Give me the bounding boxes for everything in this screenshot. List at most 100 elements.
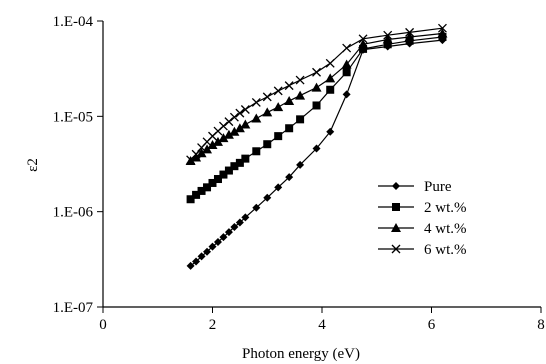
data-point (229, 112, 239, 122)
data-point (311, 82, 322, 92)
data-point (359, 44, 368, 53)
x-marker-stroke (235, 108, 245, 118)
data-point (203, 183, 212, 192)
data-point (342, 68, 351, 77)
data-point (235, 218, 244, 227)
data-point (325, 73, 336, 83)
data-point (241, 213, 250, 222)
data-point (240, 119, 251, 129)
data-point (229, 126, 240, 136)
data-point (240, 105, 250, 114)
data-point (230, 223, 239, 232)
legend-item: Pure (378, 179, 452, 195)
legend-item: 4 wt.% (378, 221, 467, 237)
y-tick-label: 1.E-06 (53, 205, 94, 221)
x-marker-stroke (295, 75, 305, 85)
data-point (382, 34, 393, 44)
data-point (212, 136, 223, 146)
data-point (186, 261, 195, 270)
x-marker-stroke (342, 43, 352, 53)
plot-area (185, 23, 448, 270)
legend-item: 6 wt.% (378, 242, 467, 258)
series-3 (185, 28, 448, 165)
data-point (196, 148, 207, 158)
y-tick-label: 1.E-07 (53, 300, 94, 316)
data-point (342, 90, 351, 99)
data-point (263, 193, 272, 202)
x-tick-label: 4 (318, 317, 326, 333)
data-point (197, 186, 206, 195)
series-line (190, 32, 443, 162)
data-point (358, 39, 369, 49)
data-point (224, 228, 233, 237)
x-axis-label: Photon energy (eV) (242, 346, 360, 362)
data-point (285, 173, 294, 182)
data-point (284, 81, 294, 91)
data-point (203, 247, 212, 256)
data-point (208, 178, 217, 187)
series-1 (186, 36, 447, 270)
data-point (252, 203, 261, 212)
data-point (197, 252, 206, 261)
data-point (191, 152, 202, 162)
x-marker-stroke (224, 117, 234, 127)
x-marker-stroke (405, 27, 415, 37)
x-marker-stroke (358, 34, 368, 44)
legend-label: 6 wt.% (424, 242, 467, 258)
data-point (235, 108, 245, 118)
data-point (342, 43, 352, 53)
data-point (241, 154, 250, 163)
data-point (437, 23, 447, 33)
legend-marker (391, 244, 401, 254)
data-point (230, 162, 239, 171)
data-point (296, 115, 305, 124)
legend-marker (391, 223, 401, 232)
legend-label: 2 wt.% (424, 200, 467, 216)
data-point (341, 59, 352, 69)
series-line (190, 27, 443, 161)
data-point (262, 92, 272, 102)
data-point (312, 101, 321, 110)
data-point (223, 129, 234, 139)
data-point (213, 238, 222, 247)
data-point (224, 166, 233, 175)
x-marker-stroke (325, 58, 335, 68)
x-tick-label: 6 (428, 317, 436, 333)
data-point (263, 140, 272, 149)
x-marker-stroke (273, 86, 283, 96)
data-point (192, 190, 201, 199)
data-point (284, 95, 295, 105)
legend-item: 2 wt.% (378, 200, 467, 216)
data-point (234, 123, 245, 133)
data-point (273, 102, 284, 112)
data-point (274, 183, 283, 192)
data-point (218, 133, 229, 143)
x-tick-label: 2 (209, 317, 217, 333)
legend-marker (392, 182, 400, 190)
data-point (251, 113, 262, 123)
x-tick-label: 0 (99, 317, 107, 333)
data-point (325, 58, 335, 68)
data-point (186, 195, 195, 204)
data-point (383, 30, 393, 40)
data-point (208, 242, 217, 251)
data-point (262, 107, 273, 117)
legend-label: 4 wt.% (424, 221, 467, 237)
x-marker-stroke (383, 30, 393, 40)
data-point (273, 86, 283, 96)
data-point (358, 34, 368, 44)
x-marker-stroke (240, 105, 250, 114)
x-tick-label: 8 (537, 317, 545, 333)
x-marker-stroke (312, 67, 321, 77)
data-point (383, 40, 392, 49)
data-point (224, 117, 234, 127)
data-point (295, 90, 306, 100)
y-tick-label: 1.E-05 (53, 109, 93, 125)
data-point (326, 127, 335, 136)
data-point (437, 28, 448, 38)
x-marker-stroke (391, 244, 401, 254)
data-point (252, 147, 261, 156)
legend: Pure 2 wt.% 4 wt.% 6 wt.% (378, 179, 467, 258)
data-point (285, 124, 294, 133)
